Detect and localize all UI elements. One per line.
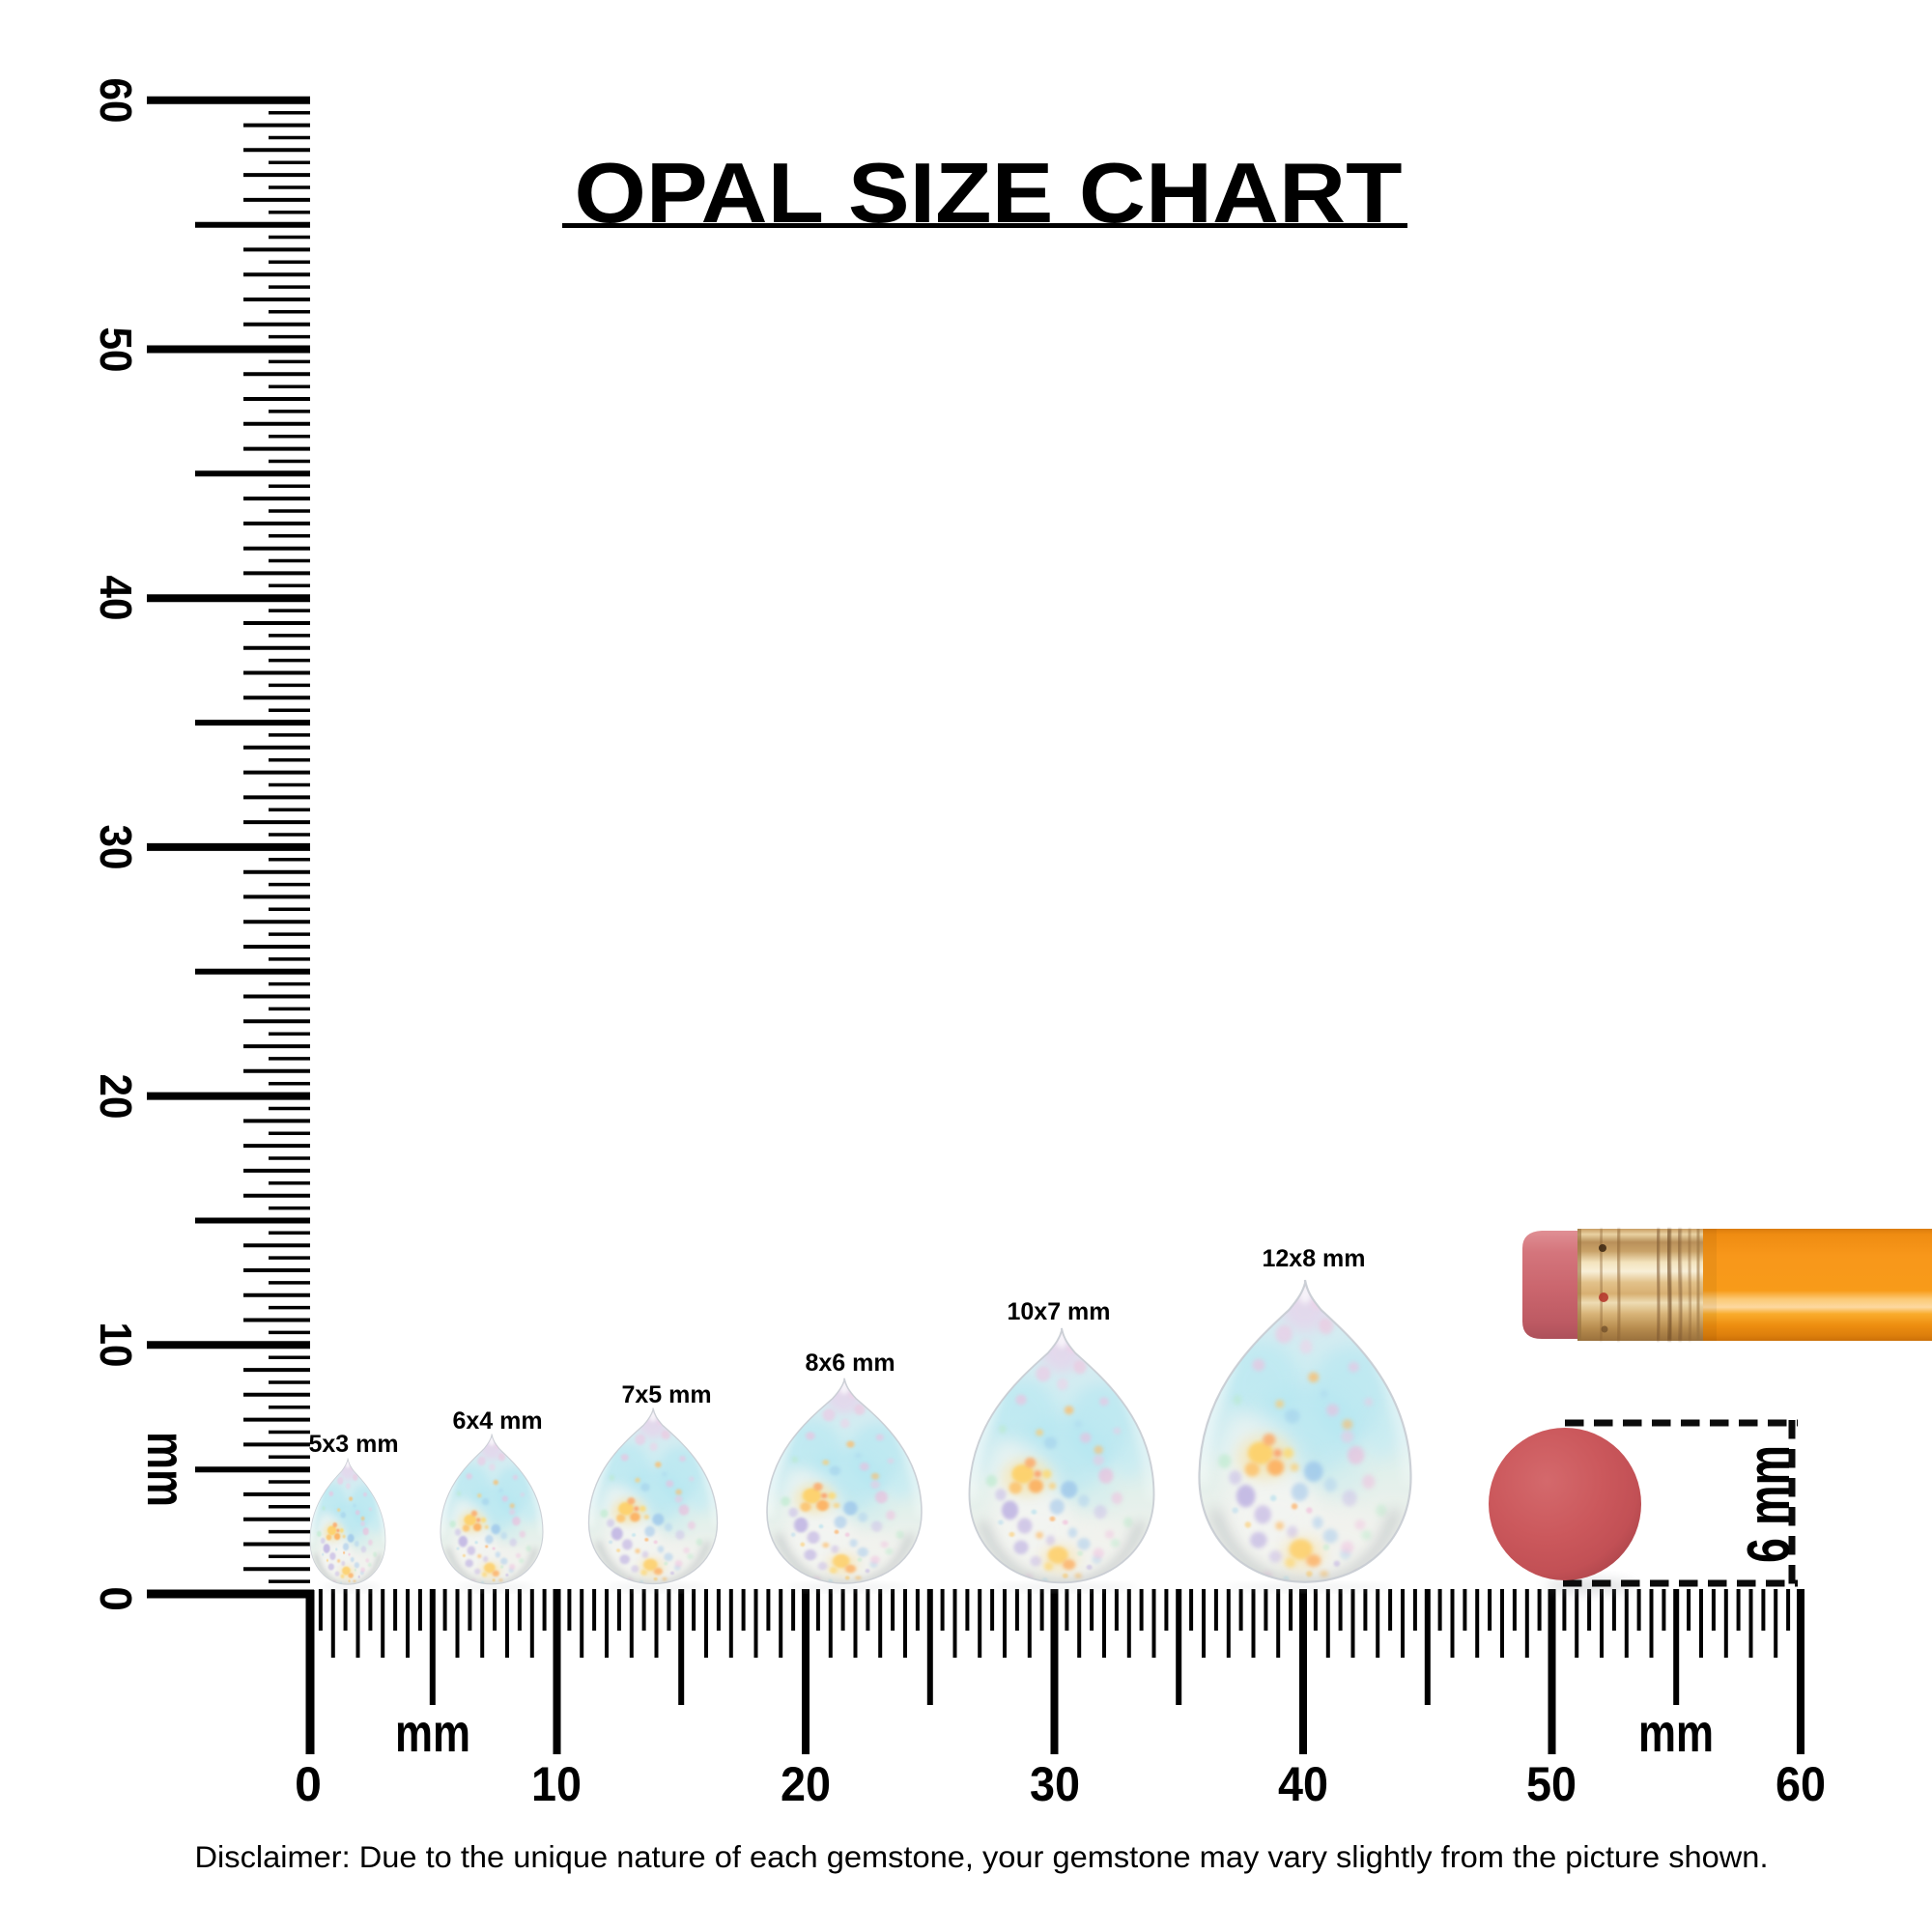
svg-text:50: 50	[91, 327, 141, 373]
svg-text:20: 20	[91, 1074, 141, 1120]
svg-text:40: 40	[1278, 1757, 1328, 1811]
svg-text:30: 30	[91, 825, 141, 870]
svg-text:6 mm: 6 mm	[1736, 1445, 1803, 1563]
svg-text:60: 60	[91, 78, 141, 124]
svg-text:0: 0	[295, 1757, 322, 1811]
svg-text:20: 20	[781, 1757, 831, 1811]
svg-text:12x8 mm: 12x8 mm	[1262, 1245, 1365, 1272]
svg-text:7x5 mm: 7x5 mm	[621, 1381, 711, 1408]
svg-text:40: 40	[91, 576, 141, 621]
svg-text:10: 10	[531, 1757, 582, 1811]
svg-text:0: 0	[91, 1586, 141, 1611]
svg-text:6x4 mm: 6x4 mm	[452, 1407, 542, 1435]
svg-text:10: 10	[91, 1322, 141, 1368]
svg-text:mm: mm	[395, 1702, 470, 1763]
svg-text:50: 50	[1526, 1757, 1577, 1811]
svg-text:10x7 mm: 10x7 mm	[1007, 1298, 1110, 1325]
svg-text:30: 30	[1030, 1757, 1080, 1811]
svg-text:8x6 mm: 8x6 mm	[805, 1350, 895, 1377]
svg-text:mm: mm	[136, 1432, 197, 1507]
svg-text:mm: mm	[1638, 1702, 1714, 1763]
svg-text:60: 60	[1776, 1757, 1826, 1811]
svg-text:5x3 mm: 5x3 mm	[308, 1431, 398, 1458]
svg-text:Disclaimer: Due to the unique: Disclaimer: Due to the unique nature of …	[195, 1839, 1769, 1874]
